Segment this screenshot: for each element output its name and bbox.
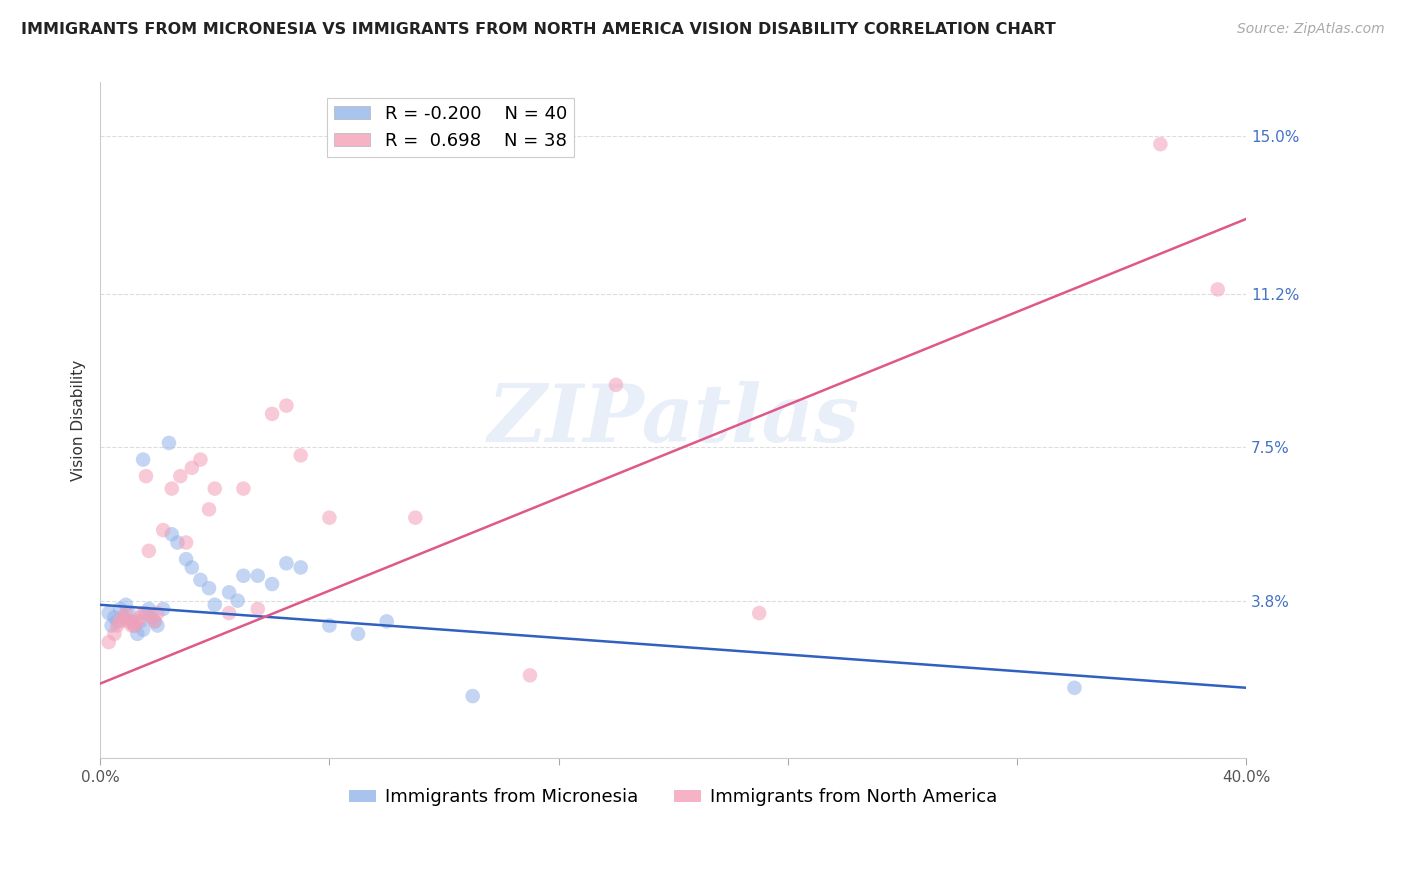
- Point: [115, 598, 138, 612]
- Point: [318, 618, 340, 632]
- Point: [127, 627, 149, 641]
- Point: [118, 615, 141, 629]
- Point: [262, 577, 284, 591]
- Point: [276, 556, 298, 570]
- Point: [157, 436, 180, 450]
- Point: [112, 610, 135, 624]
- Point: [124, 618, 146, 632]
- Point: [105, 618, 128, 632]
- Point: [1206, 282, 1229, 296]
- Point: [174, 535, 197, 549]
- Point: [132, 606, 155, 620]
- Point: [146, 606, 169, 620]
- Point: [404, 510, 426, 524]
- Point: [143, 615, 166, 629]
- Point: [461, 689, 484, 703]
- Point: [97, 606, 120, 620]
- Point: [118, 606, 141, 620]
- Point: [127, 615, 149, 629]
- Point: [204, 598, 226, 612]
- Point: [1149, 137, 1171, 152]
- Point: [115, 606, 138, 620]
- Point: [166, 535, 188, 549]
- Point: [290, 449, 312, 463]
- Point: [232, 568, 254, 582]
- Point: [290, 560, 312, 574]
- Point: [108, 602, 131, 616]
- Point: [138, 602, 160, 616]
- Point: [146, 618, 169, 632]
- Point: [375, 615, 398, 629]
- Point: [748, 606, 770, 620]
- Point: [138, 544, 160, 558]
- Point: [180, 460, 202, 475]
- Point: [100, 618, 122, 632]
- Point: [160, 482, 183, 496]
- Point: [232, 482, 254, 496]
- Point: [226, 593, 249, 607]
- Y-axis label: Vision Disability: Vision Disability: [72, 359, 86, 481]
- Legend: Immigrants from Micronesia, Immigrants from North America: Immigrants from Micronesia, Immigrants f…: [342, 781, 1005, 814]
- Text: IMMIGRANTS FROM MICRONESIA VS IMMIGRANTS FROM NORTH AMERICA VISION DISABILITY CO: IMMIGRANTS FROM MICRONESIA VS IMMIGRANTS…: [21, 22, 1056, 37]
- Point: [204, 482, 226, 496]
- Point: [218, 585, 240, 599]
- Point: [276, 399, 298, 413]
- Text: Source: ZipAtlas.com: Source: ZipAtlas.com: [1237, 22, 1385, 37]
- Point: [246, 602, 269, 616]
- Point: [129, 610, 152, 624]
- Point: [190, 573, 212, 587]
- Point: [152, 523, 174, 537]
- Point: [97, 635, 120, 649]
- Point: [108, 615, 131, 629]
- Point: [198, 581, 221, 595]
- Point: [160, 527, 183, 541]
- Point: [190, 452, 212, 467]
- Text: ZIPatlas: ZIPatlas: [488, 382, 859, 458]
- Point: [141, 610, 163, 624]
- Point: [318, 510, 340, 524]
- Point: [152, 602, 174, 616]
- Point: [1063, 681, 1085, 695]
- Point: [180, 560, 202, 574]
- Point: [141, 610, 163, 624]
- Point: [198, 502, 221, 516]
- Point: [347, 627, 370, 641]
- Point: [135, 606, 157, 620]
- Point: [174, 552, 197, 566]
- Point: [124, 618, 146, 632]
- Point: [129, 615, 152, 629]
- Point: [121, 618, 143, 632]
- Point: [121, 615, 143, 629]
- Point: [246, 568, 269, 582]
- Point: [135, 469, 157, 483]
- Point: [169, 469, 191, 483]
- Point: [105, 615, 128, 629]
- Point: [132, 623, 155, 637]
- Point: [132, 452, 155, 467]
- Point: [103, 610, 125, 624]
- Point: [143, 615, 166, 629]
- Point: [262, 407, 284, 421]
- Point: [519, 668, 541, 682]
- Point: [605, 377, 627, 392]
- Point: [103, 627, 125, 641]
- Point: [112, 610, 135, 624]
- Point: [218, 606, 240, 620]
